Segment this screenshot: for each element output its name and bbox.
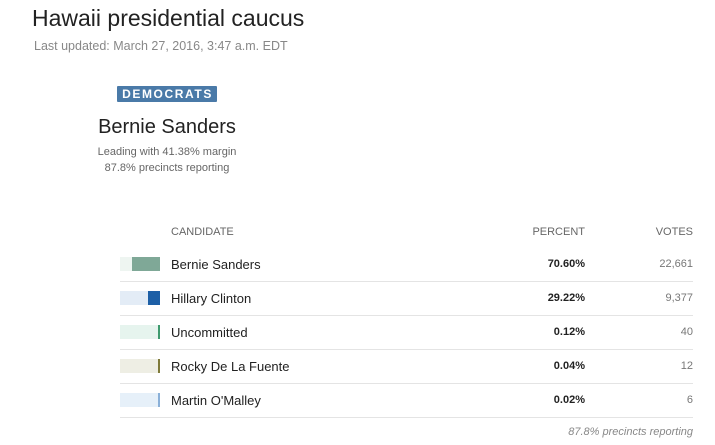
candidate-row: Uncommitted 0.12% 40 — [120, 316, 693, 350]
vote-share-bar — [120, 291, 160, 305]
candidate-row: Rocky De La Fuente 0.04% 12 — [120, 350, 693, 384]
results-table: CANDIDATE PERCENT VOTES Bernie Sanders 7… — [120, 222, 693, 438]
header-candidate: CANDIDATE — [171, 226, 234, 238]
vote-share-fill — [158, 359, 160, 373]
last-updated-text: Last updated: March 27, 2016, 3:47 a.m. … — [34, 39, 288, 53]
leader-name: Bernie Sanders — [98, 116, 236, 138]
results-header: CANDIDATE PERCENT VOTES — [120, 222, 693, 244]
race-summary: DEMOCRATS Bernie Sanders Leading with 41… — [57, 85, 277, 176]
vote-share-fill — [158, 393, 160, 407]
vote-share-fill — [158, 325, 160, 339]
candidate-name: Bernie Sanders — [171, 257, 261, 272]
candidate-name: Hillary Clinton — [171, 291, 252, 306]
candidate-votes: 12 — [680, 360, 693, 372]
candidate-name: Uncommitted — [171, 325, 248, 340]
candidate-name: Rocky De La Fuente — [171, 359, 290, 374]
candidate-row: Bernie Sanders 70.60% 22,661 — [120, 248, 693, 282]
candidate-name: Martin O'Malley — [171, 393, 261, 408]
vote-share-fill — [132, 257, 160, 271]
page-title: Hawaii presidential caucus — [32, 5, 305, 31]
leader-margin: Leading with 41.38% margin — [97, 146, 237, 158]
candidate-percent: 0.12% — [553, 326, 585, 338]
candidate-percent: 70.60% — [547, 258, 585, 270]
candidate-percent: 29.22% — [547, 292, 585, 304]
candidate-row: Hillary Clinton 29.22% 9,377 — [120, 282, 693, 316]
candidate-percent: 0.02% — [553, 394, 585, 406]
footer-precincts-reporting: 87.8% precincts reporting — [568, 426, 693, 438]
candidate-votes: 9,377 — [665, 292, 693, 304]
party-badge: DEMOCRATS — [117, 86, 217, 102]
vote-share-bar — [120, 393, 160, 407]
header-votes: VOTES — [655, 226, 693, 238]
candidate-percent: 0.04% — [553, 360, 585, 372]
vote-share-bar — [120, 359, 160, 373]
precincts-reporting: 87.8% precincts reporting — [104, 162, 230, 174]
vote-share-bar — [120, 257, 160, 271]
candidate-votes: 40 — [680, 326, 693, 338]
candidate-row: Martin O'Malley 0.02% 6 — [120, 384, 693, 418]
header-percent: PERCENT — [532, 226, 585, 238]
candidate-votes: 6 — [686, 394, 693, 406]
candidate-votes: 22,661 — [659, 258, 693, 270]
vote-share-fill — [148, 291, 160, 305]
vote-share-bar — [120, 325, 160, 339]
